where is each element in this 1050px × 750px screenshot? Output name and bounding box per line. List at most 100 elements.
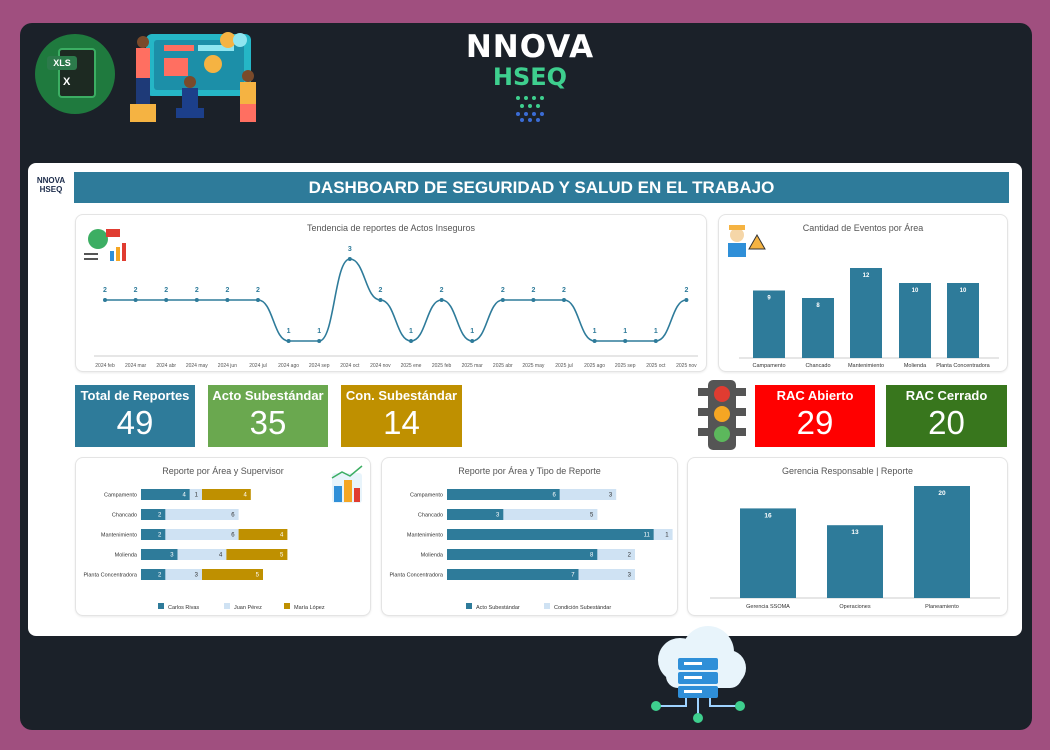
tipo-chart-panel: Reporte por Área y Tipo de Reporte Campa… — [381, 457, 678, 616]
trend-data-label: 2 — [225, 287, 229, 294]
bar-segment — [141, 489, 190, 500]
mini-logo: NNOVA HSEQ — [36, 176, 66, 194]
xls-tag: XLS — [47, 56, 77, 70]
bar-data-label: 3 — [170, 553, 174, 559]
trend-point — [500, 298, 505, 302]
bar — [753, 290, 785, 358]
x-tick-label: 2025 nov — [676, 363, 697, 369]
events-bar-chart-panel: Cantidad de Eventos por Área 9 Campamento… — [718, 214, 1008, 372]
bar-data-label: 3 — [195, 573, 199, 579]
trend-data-label: 2 — [562, 287, 566, 294]
bar-data-label: 4 — [219, 553, 223, 559]
y-tick-label: Molienda — [421, 553, 444, 559]
x-tick-label: Campamento — [752, 363, 785, 369]
trend-data-label: 1 — [470, 328, 474, 335]
trend-data-label: 3 — [348, 246, 352, 253]
kpi-rac-abierto-value: 29 — [796, 404, 834, 441]
y-tick-label: Campamento — [410, 493, 443, 499]
trend-arrow-icon — [331, 465, 363, 479]
bar-data-label: 5 — [590, 513, 594, 519]
warning-icon — [748, 233, 766, 250]
bar-data-label: 10 — [960, 288, 967, 294]
trend-point — [439, 298, 444, 302]
team-illustration-icon — [130, 32, 256, 122]
worker-body-icon — [728, 243, 746, 257]
bar-segment — [578, 569, 635, 580]
circuit-icon — [516, 96, 544, 122]
legend-swatch — [466, 603, 472, 609]
supervisor-stacked-bar-chart: Campamento 4 1 4 Chancado 2 6 Mantenimiento 2 6 4 M… — [83, 465, 363, 611]
events-chart-title: Cantidad de Eventos por Área — [802, 223, 924, 233]
x-tick-label: 2025 ene — [401, 363, 422, 369]
building-icon — [334, 486, 342, 502]
analytics-icon — [84, 229, 126, 261]
x-tick-label: Planta Concentradora — [936, 363, 990, 369]
building-icon — [344, 480, 352, 502]
bar-segment — [447, 549, 598, 560]
kpi-total-value: 49 — [116, 404, 154, 441]
bar-data-label: 5 — [256, 573, 260, 579]
bar-data-label: 8 — [816, 303, 820, 309]
bar-segment — [141, 509, 166, 520]
trend-point — [256, 298, 260, 302]
x-tick-label: 2025 abr — [493, 363, 513, 369]
legend-label: Carlos Rivas — [168, 605, 199, 611]
legend-swatch — [224, 603, 230, 609]
trend-data-label: 1 — [409, 328, 413, 335]
traffic-light-icon — [698, 380, 746, 450]
kpi-acto-label: Acto Subestándar — [212, 388, 324, 403]
bar-segment — [141, 569, 166, 580]
bar-data-label: 20 — [938, 490, 946, 497]
bar-segment — [447, 489, 560, 500]
bar-segment — [226, 549, 288, 560]
nnova-hseq-logo: NNOVA HSEQ — [455, 30, 605, 125]
y-tick-label: Molienda — [115, 553, 138, 559]
gerencia-chart-title: Gerencia Responsable | Reporte — [782, 466, 913, 476]
bar — [740, 508, 796, 598]
bar-segment — [447, 569, 579, 580]
x-tick-label: 2025 ago — [584, 363, 605, 369]
bar-segment — [653, 529, 673, 540]
line-chart-title: Tendencia de reportes de Actos Inseguros — [306, 223, 476, 233]
trend-data-label: 1 — [654, 328, 658, 335]
kpi-rac-cerrado-value: 20 — [928, 404, 965, 441]
excel-icon: XLS X — [35, 34, 115, 114]
legend-label: Acto Subestándar — [476, 605, 520, 611]
x-tick-label: 2024 nov — [370, 363, 391, 369]
bar-data-label: 12 — [863, 273, 870, 279]
bar — [850, 268, 882, 358]
trend-data-label: 2 — [378, 287, 382, 294]
bar-segment — [559, 489, 617, 500]
dashboard-card: NNOVA HSEQ DASHBOARD DE SEGURIDAD Y SALU… — [28, 163, 1022, 636]
bar-data-label: 5 — [280, 553, 284, 559]
x-tick-label: 2025 sep — [615, 363, 636, 369]
legend-swatch — [544, 603, 550, 609]
y-tick-label: Planta Concentradora — [389, 573, 443, 579]
bar-segment — [165, 529, 239, 540]
bar-segment — [597, 549, 635, 560]
trend-data-label: 2 — [256, 287, 260, 294]
bar-data-label: 6 — [231, 533, 235, 539]
bar-segment — [503, 509, 598, 520]
cloud-server-icon — [651, 626, 746, 723]
trend-data-label: 2 — [501, 287, 505, 294]
bar — [947, 283, 979, 358]
kpi-con-label: Con. Subestándar — [345, 388, 458, 403]
trend-point — [133, 298, 138, 302]
x-tick-label: Gerencia SSOMA — [746, 604, 790, 610]
trend-data-label: 2 — [103, 287, 107, 294]
legend-swatch — [158, 603, 164, 609]
events-bar-chart: 9 Campamento 8 Chancado 12 Mantenimiento 10 Mol… — [728, 225, 999, 369]
bar-segment — [189, 489, 202, 500]
bar — [899, 283, 931, 358]
trend-point — [592, 339, 597, 343]
bar-segment — [447, 529, 654, 540]
y-tick-label: Chancado — [418, 513, 443, 519]
bar-data-label: 11 — [644, 533, 651, 539]
trend-point — [653, 339, 658, 343]
trend-point — [623, 339, 628, 343]
y-tick-label: Campamento — [104, 493, 137, 499]
bar-segment — [202, 569, 263, 580]
y-tick-label: Chancado — [112, 513, 137, 519]
